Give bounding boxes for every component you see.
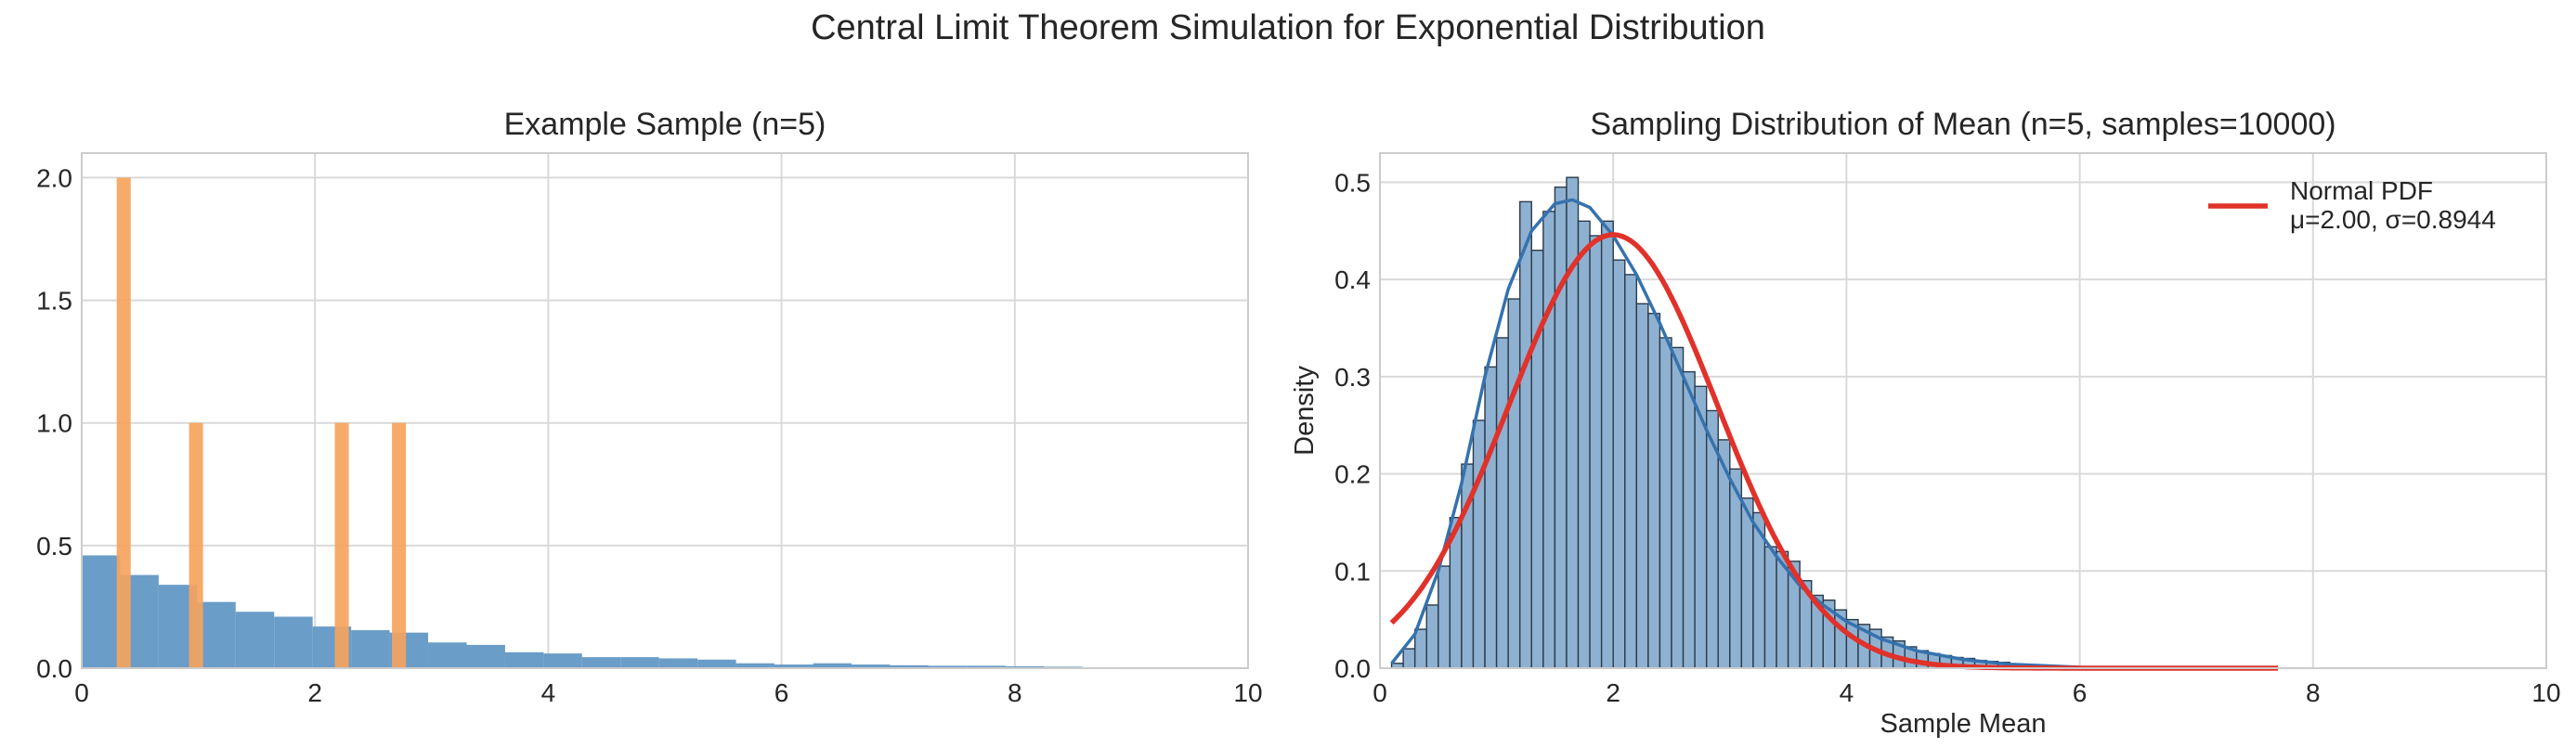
population-hist-bar [658,658,698,668]
left-x-tick-label: 10 [1233,678,1262,707]
left-axes-frame [81,152,1249,669]
population-hist-bar [967,665,1006,668]
right-x-axis-label: Sample Mean [1880,709,2047,739]
right-axes-frame [1379,152,2547,669]
panel-example-sample: 0 2 4 6 8 10 0.0 0.5 1.0 1.5 2.0 Example Sample (n=… [36,107,1263,707]
population-hist-bar [428,642,467,668]
left-x-tick-label: 6 [774,678,789,707]
sampling-hist-bar [1530,250,1544,669]
right-y-tick-label: 0.5 [1334,168,1371,197]
population-hist-bar [1005,665,1045,668]
right-y-tick-label: 0.3 [1334,363,1371,392]
left-y-tick-label: 2.0 [36,163,72,192]
sampling-hist-bar [1763,546,1777,669]
sampling-hist-bar [1472,419,1486,669]
sample-value-bar [189,422,203,668]
sampling-hist-bar [1402,648,1416,669]
population-hist-bar [774,664,813,668]
population-hist-bar [543,653,582,668]
right-y-tick-label: 0.1 [1334,557,1371,586]
left-x-tick-label: 4 [541,678,556,707]
sampling-hist-bar [1671,346,1685,669]
sampling-hist-bar [1413,628,1427,669]
right-x-tick-label: 6 [2073,678,2088,707]
sampling-hist-bar [1495,337,1509,669]
right-x-tick-label: 4 [1840,678,1854,707]
population-hist-bar [197,601,236,668]
right-y-axis-label: Density [1290,366,1320,456]
population-hist-bar [351,630,390,668]
right-x-tick-label: 2 [1606,678,1620,707]
population-hist-bar [581,657,621,668]
sampling-hist-bar [1577,220,1591,669]
sample-value-bar [392,422,407,668]
population-hist-bar [928,665,968,668]
figure-suptitle: Central Limit Theorem Simulation for Exp… [811,8,1765,47]
sampling-hist-bar [1659,337,1672,669]
sampling-hist-bar [1438,565,1451,669]
sampling-hist-bar [1484,366,1498,669]
left-y-tick-label: 0.5 [36,532,72,561]
population-hist-bar [813,663,852,668]
population-hist-bar [851,664,891,668]
sampling-hist-bar [1682,370,1696,669]
population-hist-bar [735,663,775,668]
population-hist-bar [504,651,544,668]
sampling-hist-bar [1566,176,1580,669]
left-y-tick-label: 1.5 [36,287,72,316]
right-x-tick-label: 8 [2306,678,2321,707]
sampling-hist-bar [1624,274,1638,669]
population-hist-bar [466,644,505,668]
population-hist-bar [82,555,121,668]
sampling-hist-bar [1507,298,1521,669]
right-y-tick-label: 0.4 [1334,265,1371,294]
population-hist-bar [620,657,659,668]
legend-label-parameters: μ=2.00, σ=0.8944 [2290,205,2496,234]
sampling-hist-bar [1519,200,1532,669]
right-y-tick-label: 0.2 [1334,460,1371,489]
population-hist-bar [890,664,929,668]
left-y-tick-label: 0.0 [36,654,72,683]
right-x-tick-label: 0 [1373,678,1387,707]
sample-value-bar [116,177,131,668]
sample-value-bar [334,422,349,668]
sampling-hist-bar [1425,604,1439,669]
left-x-tick-label: 8 [1008,678,1022,707]
right-y-tick-label: 0.0 [1334,654,1371,683]
population-hist-bar [697,659,736,668]
sampling-hist-bar [1740,497,1754,669]
sampling-hist-bar [1589,235,1603,669]
left-panel-title: Example Sample (n=5) [504,107,826,142]
population-hist-bar [235,612,275,668]
kde-curve [1390,198,2080,669]
sampling-hist-bar [1635,303,1649,669]
population-hist-bar [274,616,313,668]
right-panel-title: Sampling Distribution of Mean (n=5, samp… [1590,107,2335,142]
legend-label-normal-pdf: Normal PDF [2290,176,2433,205]
sampling-hist-bar [1542,211,1556,669]
sampling-hist-bar [1612,259,1626,669]
left-x-tick-label: 2 [307,678,322,707]
left-plot-area [82,153,1248,668]
right-x-tick-label: 10 [2531,678,2560,707]
sampling-hist-bar [1600,220,1614,669]
left-y-tick-label: 1.0 [36,409,72,438]
sampling-hist-bar [1647,313,1661,669]
left-x-tick-label: 0 [74,678,89,707]
sampling-hist-bar [1554,186,1568,669]
